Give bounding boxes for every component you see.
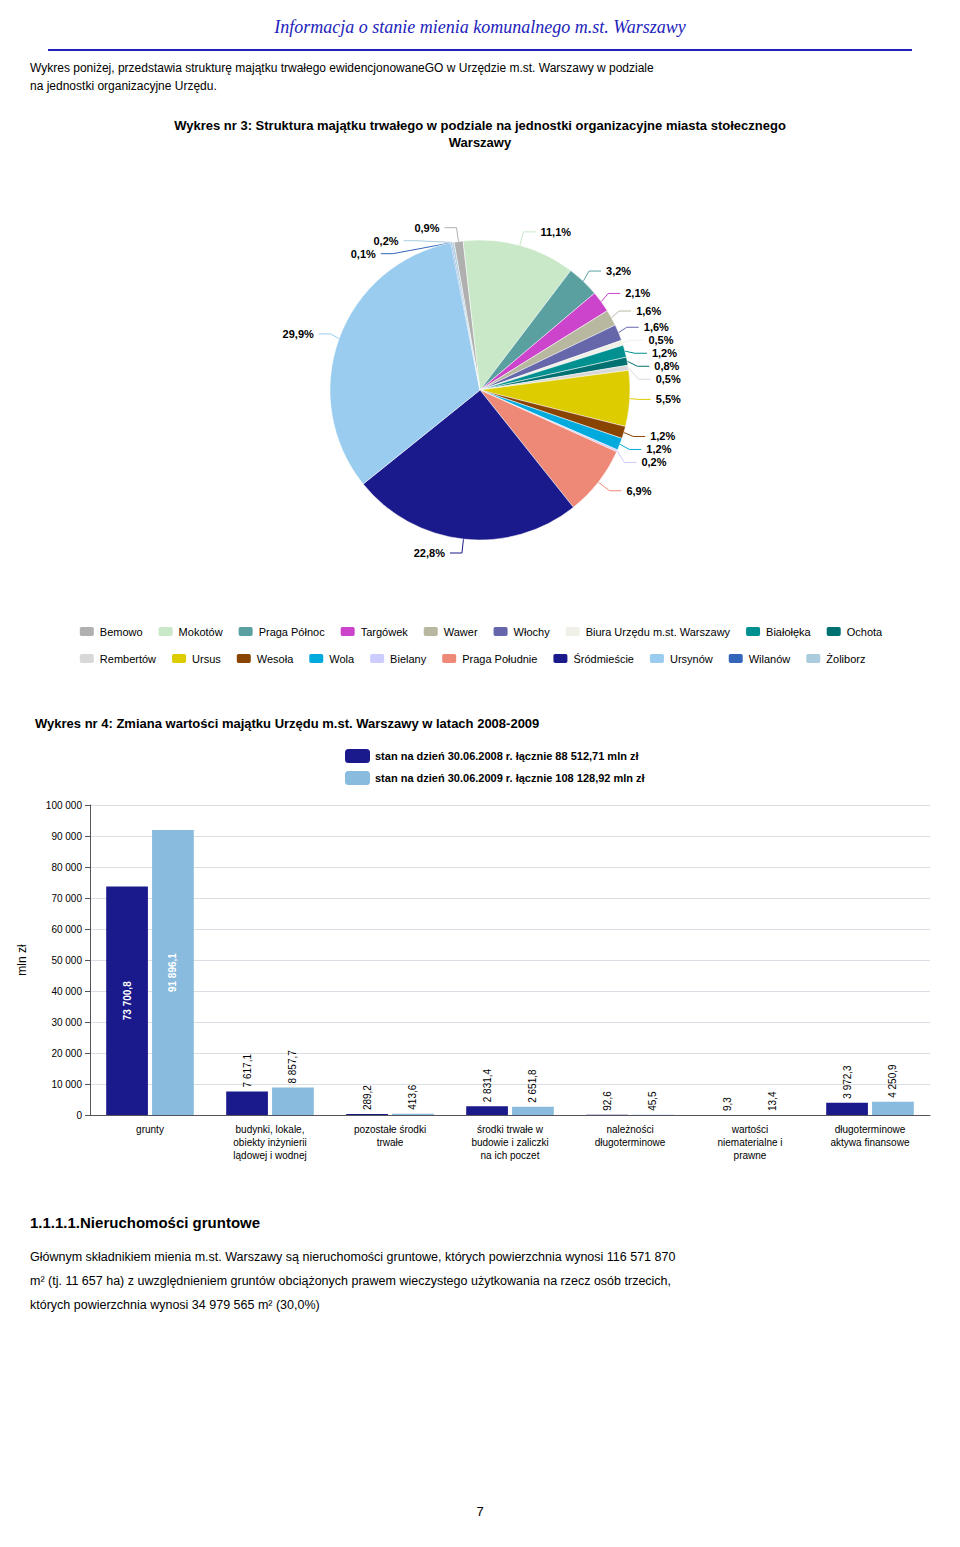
svg-text:Praga Północ: Praga Północ [259,626,326,638]
svg-text:Wilanów: Wilanów [749,653,791,665]
svg-text:9,3: 9,3 [722,1097,733,1111]
svg-text:70 000: 70 000 [51,893,82,904]
svg-text:Mokotów: Mokotów [179,626,223,638]
svg-text:2,1%: 2,1% [625,287,650,299]
svg-text:długoterminowe: długoterminowe [835,1124,906,1135]
svg-text:Wesoła: Wesoła [257,653,294,665]
svg-text:Bielany: Bielany [390,653,427,665]
svg-text:stan na dzień 30.06.2009 r. łą: stan na dzień 30.06.2009 r. łącznie 108 … [375,772,645,784]
svg-text:29,9%: 29,9% [283,328,314,340]
svg-text:60 000: 60 000 [51,924,82,935]
svg-text:budynki, lokale,: budynki, lokale, [236,1124,305,1135]
svg-text:289,2: 289,2 [362,1085,373,1110]
svg-text:Głównym składnikiem mienia m.s: Głównym składnikiem mienia m.st. Warszaw… [30,1250,675,1264]
svg-text:413,6: 413,6 [407,1084,418,1109]
svg-text:11,1%: 11,1% [540,226,571,238]
svg-text:1,2%: 1,2% [650,430,675,442]
svg-text:pozostałe środki: pozostałe środki [354,1124,426,1135]
svg-text:Ochota: Ochota [847,626,883,638]
svg-text:Włochy: Włochy [514,626,551,638]
svg-text:Śródmieście: Śródmieście [573,653,634,665]
svg-text:Informacja o stanie mienia kom: Informacja o stanie mienia komunalnego m… [273,17,685,37]
svg-text:Wola: Wola [329,653,355,665]
svg-text:80 000: 80 000 [51,862,82,873]
svg-text:91 896,1: 91 896,1 [167,953,178,992]
svg-text:2 831,4: 2 831,4 [482,1068,493,1102]
svg-text:0,1%: 0,1% [351,248,376,260]
svg-text:0,9%: 0,9% [414,222,439,234]
svg-text:Wykres nr 4: Zmiana wartości m: Wykres nr 4: Zmiana wartości majątku Urz… [35,716,539,731]
svg-text:Wykres poniżej, przedstawia st: Wykres poniżej, przedstawia strukturę ma… [30,61,654,75]
svg-text:Wawer: Wawer [444,626,478,638]
svg-text:22,8%: 22,8% [414,547,445,559]
svg-text:50 000: 50 000 [51,955,82,966]
svg-text:1,6%: 1,6% [636,305,661,317]
svg-text:0,2%: 0,2% [373,235,398,247]
svg-text:Żoliborz: Żoliborz [826,653,865,665]
svg-text:100 000: 100 000 [46,800,83,811]
svg-text:1,6%: 1,6% [644,321,669,333]
svg-text:Ursus: Ursus [192,653,221,665]
svg-text:90 000: 90 000 [51,831,82,842]
svg-text:45,5: 45,5 [647,1091,658,1111]
svg-text:3 972,3: 3 972,3 [842,1065,853,1099]
svg-text:0,5%: 0,5% [648,334,673,346]
svg-text:1,2%: 1,2% [646,443,671,455]
svg-text:3,2%: 3,2% [606,265,631,277]
svg-text:aktywa finansowe: aktywa finansowe [831,1137,910,1148]
svg-text:0,8%: 0,8% [654,360,679,372]
svg-text:budowie i zaliczki: budowie i zaliczki [471,1137,548,1148]
svg-text:0,2%: 0,2% [641,456,666,468]
svg-text:7 617,1: 7 617,1 [242,1054,253,1088]
svg-text:Rembertów: Rembertów [100,653,156,665]
svg-text:grunty: grunty [136,1124,164,1135]
svg-text:Bemowo: Bemowo [100,626,143,638]
svg-text:73 700,8: 73 700,8 [122,981,133,1020]
svg-text:7: 7 [476,1504,483,1519]
svg-text:niematerialne i: niematerialne i [717,1137,782,1148]
svg-text:Ursynów: Ursynów [670,653,713,665]
svg-text:obiekty inżynierii: obiekty inżynierii [233,1137,306,1148]
svg-text:8 857,7: 8 857,7 [287,1050,298,1084]
svg-text:10 000: 10 000 [51,1079,82,1090]
svg-text:Targówek: Targówek [361,626,409,638]
svg-text:5,5%: 5,5% [656,393,681,405]
svg-text:Białołęka: Białołęka [766,626,812,638]
svg-text:na ich poczet: na ich poczet [481,1150,540,1161]
svg-text:Biura Urzędu m.st. Warszawy: Biura Urzędu m.st. Warszawy [586,626,731,638]
svg-text:20 000: 20 000 [51,1048,82,1059]
svg-text:92,6: 92,6 [602,1091,613,1111]
svg-text:stan na dzień 30.06.2008 r. łą: stan na dzień 30.06.2008 r. łącznie 88 5… [375,750,639,762]
svg-text:Praga Południe: Praga Południe [462,653,537,665]
svg-text:0: 0 [76,1110,82,1121]
svg-text:lądowej i wodnej: lądowej i wodnej [233,1150,306,1161]
svg-text:prawne: prawne [734,1150,767,1161]
svg-text:na jednostki organizacyjne Urz: na jednostki organizacyjne Urzędu. [30,79,217,93]
svg-text:należności: należności [606,1124,653,1135]
svg-text:2 651,8: 2 651,8 [527,1069,538,1103]
svg-text:13,4: 13,4 [767,1091,778,1111]
svg-text:1.1.1.1.Nieruchomości gruntowe: 1.1.1.1.Nieruchomości gruntowe [30,1214,260,1231]
svg-text:środki trwałe w: środki trwałe w [477,1124,544,1135]
svg-text:wartości: wartości [731,1124,769,1135]
svg-text:Warszawy: Warszawy [449,135,512,150]
svg-text:długoterminowe: długoterminowe [595,1137,666,1148]
svg-text:4 250,9: 4 250,9 [887,1064,898,1098]
svg-text:0,5%: 0,5% [656,373,681,385]
svg-text:6,9%: 6,9% [626,485,651,497]
svg-text:Wykres nr 3: Struktura majątku: Wykres nr 3: Struktura majątku trwałego … [174,118,786,133]
svg-text:trwałe: trwałe [377,1137,404,1148]
svg-text:1,2%: 1,2% [652,347,677,359]
svg-text:30 000: 30 000 [51,1017,82,1028]
svg-text:40 000: 40 000 [51,986,82,997]
svg-text:m² (tj. 11 657 ha) z uwzględni: m² (tj. 11 657 ha) z uwzględnieniem grun… [30,1274,671,1288]
svg-text:których powierzchnia wynosi 34: których powierzchnia wynosi 34 979 565 m… [30,1298,320,1312]
svg-text:mln zł: mln zł [15,944,29,976]
